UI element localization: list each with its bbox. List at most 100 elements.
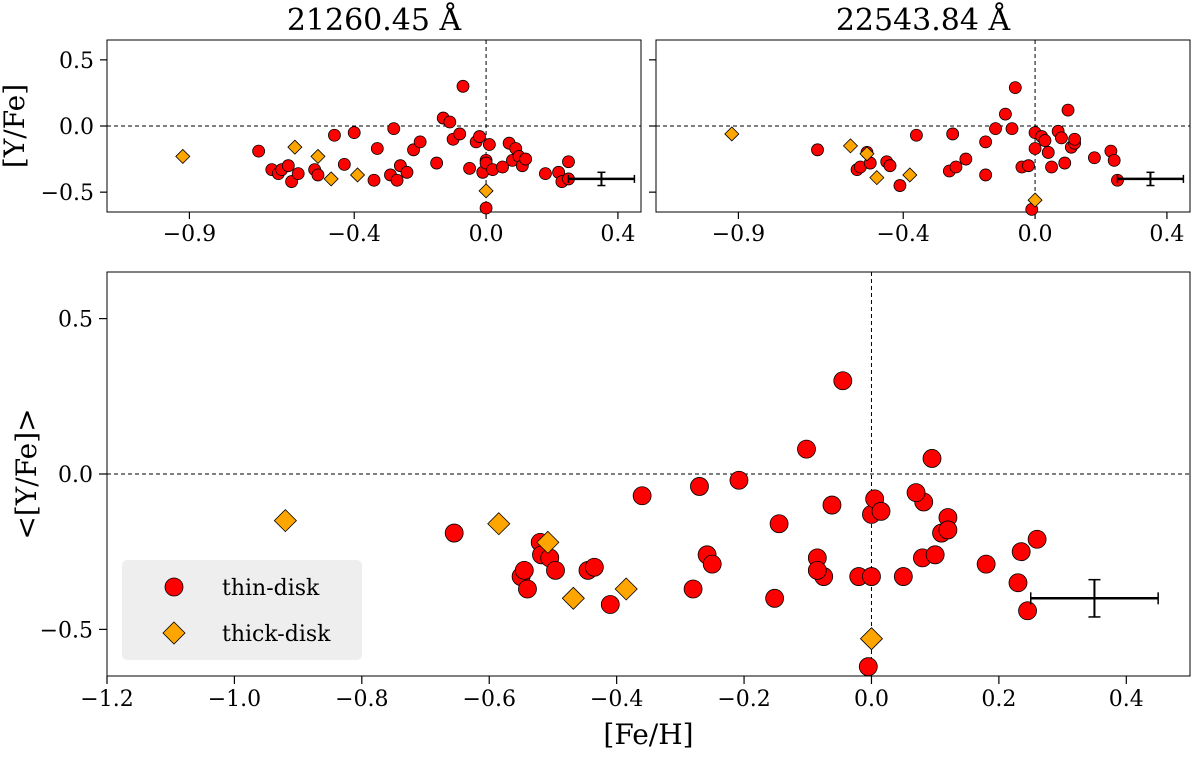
chart-top-left-thin-disk-point (479, 201, 493, 215)
chart-top-right-thin-disk-point (979, 135, 993, 149)
chart-top-right-thin-disk-point (946, 127, 960, 141)
chart-bottom-thin-disk-point (893, 567, 913, 586)
chart-bottom-ytick-label: 0.0 (58, 463, 93, 488)
chart-bottom-thin-disk-point (444, 523, 464, 543)
chart-bottom-thin-disk-point (702, 554, 722, 574)
chart-bottom-thin-disk-point (862, 567, 881, 586)
chart-top-left-thick-disk-point (323, 171, 339, 187)
chart-bottom-thin-disk-point (1011, 542, 1031, 562)
legend-marker-thin-disk (164, 577, 184, 597)
chart-top-left-ytick-label: 0.0 (59, 115, 94, 140)
legend-label-thin-disk: thin-disk (222, 576, 320, 601)
chart-top-left-xtick-label: −0.4 (328, 222, 381, 247)
chart-bottom-xlabel: [Fe/H] (603, 718, 693, 751)
chart-top-right-thick-disk-point (1027, 192, 1043, 208)
chart-bottom-xtick-label: 0.0 (854, 687, 889, 712)
chart-top-left-thin-disk-point (328, 128, 341, 142)
chart-top-right-thick-disk-point (724, 126, 740, 142)
chart-bottom-ytick-label: −0.5 (40, 618, 93, 643)
chart-top-left-thin-disk-point (453, 127, 467, 141)
chart-bottom-thin-disk-point (600, 595, 620, 614)
chart-top-right-thin-disk-point (1038, 134, 1052, 147)
chart-bottom-ylabel: <[Y/Fe]> (10, 408, 43, 539)
chart-top-left-thin-disk-point (482, 138, 496, 151)
chart-top-left-thin-disk-point (390, 173, 404, 187)
chart-bottom-thin-disk-point (925, 545, 945, 565)
chart-top-right-thin-disk-point (1088, 151, 1101, 165)
chart-top-left-ytick-label: −0.5 (41, 181, 94, 206)
chart-top-left-thin-disk-point (347, 126, 361, 140)
chart-bottom-thick-disk-point (273, 509, 297, 533)
chart-bottom-thin-disk-point (1027, 529, 1047, 549)
chart-top-left-xtick-label: 0.4 (600, 222, 635, 247)
chart-top-right-xtick-label: 0.4 (1149, 222, 1184, 247)
chart-bottom-thin-disk-point (938, 520, 958, 540)
chart-top-right-thin-disk-point (1028, 142, 1042, 155)
chart-top-left-thick-disk-point (175, 148, 191, 164)
chart-top-right-thin-disk-point (999, 107, 1012, 121)
chart-top-right-thin-disk-point (1107, 153, 1121, 167)
chart-bottom-thin-disk-point (1008, 573, 1028, 593)
chart-top-left-thin-disk-point (337, 157, 351, 171)
chart-bottom-xtick-label: −1.2 (80, 687, 133, 712)
panel-average: −1.2 −1.0 −0.8 −0.6 −0.4 −0.2 0.0 0.2 0.4 0.5 0.0 −… (10, 271, 1191, 751)
chart-top-left-thin-disk-point (562, 155, 575, 169)
chart-top-left-thick-disk-point (287, 139, 303, 155)
chart-top-right-thick-disk-point (842, 138, 859, 154)
legend-marker-thick-disk (162, 621, 186, 645)
chart-top-left-thin-disk-point (281, 159, 295, 173)
chart-top-left-thin-disk-point (496, 160, 509, 174)
chart-top-right-thick-disk-point (902, 167, 918, 183)
chart-bottom-ytick-label: 0.5 (58, 308, 93, 333)
chart-top-right-thin-disk-point (811, 143, 824, 157)
chart-bottom-thin-disk-point (871, 501, 891, 521)
chart-top-left-thin-disk-point (367, 173, 381, 187)
chart-top-right-thin-disk-point (979, 168, 993, 182)
chart-bottom-xtick-label: 0.4 (1109, 687, 1144, 712)
chart-top-left-thick-disk-point (349, 167, 366, 183)
chart-top-left-thin-disk-point (311, 168, 325, 182)
chart-top-left-thin-disk-point (430, 156, 444, 170)
chart-top-right-thin-disk-point (949, 160, 963, 174)
chart-top-right-thin-disk-point (1022, 159, 1035, 173)
chart-bottom-thin-disk-point (729, 470, 749, 490)
chart-top-left-thin-disk-point (370, 142, 384, 155)
chart-top-right-xtick-label: 0.0 (1018, 222, 1053, 247)
chart-bottom-thin-disk-point (922, 449, 942, 468)
chart-top-right-thin-disk-point (910, 128, 923, 142)
chart-top-left-thin-disk-point (252, 144, 266, 158)
chart-top-right-thick-disk-point (859, 146, 875, 162)
chart-top-left-thin-disk-point (387, 122, 401, 136)
chart-top-left-thin-disk-point (519, 152, 533, 166)
chart-top-right-thin-disk-point (1058, 156, 1072, 170)
chart-top-left-thin-disk-point (291, 167, 305, 181)
chart-bottom-thin-disk-point (765, 588, 785, 608)
chart-top-left-thin-disk-point (456, 79, 470, 93)
legend: thin-disk thick-disk (122, 560, 362, 660)
chart-bottom-thin-disk-point (906, 483, 926, 503)
chart-top-right-thin-disk-point (1068, 132, 1082, 146)
chart-bottom-xtick-label: −0.6 (463, 687, 516, 712)
chart-top-left-thin-disk-point (463, 161, 476, 175)
legend-label-thick-disk: thick-disk (222, 622, 331, 647)
chart-top-right-thin-disk-point (883, 159, 897, 173)
chart-bottom-xtick-label: −0.2 (717, 687, 770, 712)
chart-bottom-error-bar (1029, 578, 1159, 618)
chart-top-left-thin-disk-point (413, 135, 427, 149)
chart-top-left-thin-disk-point (400, 165, 414, 179)
chart-bottom-thin-disk-point (807, 560, 827, 580)
chart-top-left-thick-disk-point (310, 148, 326, 164)
chart-bottom-thin-disk-point (858, 657, 878, 677)
panel-22543: −0.9 −0.4 0.0 0.4 22543.84 Å (649, 2, 1191, 247)
chart-bottom-thin-disk-point (546, 560, 565, 580)
chart-bottom-thin-disk-point (518, 579, 537, 599)
chart-top-left-thick-disk-point (478, 183, 494, 199)
chart-top-right-error-bar (1116, 171, 1185, 187)
chart-top-left-error-bar (567, 171, 636, 187)
chart-bottom-xtick-label: −0.4 (590, 687, 643, 712)
chart-top-left-thin-disk-point (473, 130, 486, 143)
chart-bottom-thin-disk-point (976, 554, 996, 574)
chart-top-right-title: 22543.84 Å (836, 2, 1011, 38)
chart-top-left-xtick-label: −0.9 (163, 222, 216, 247)
chart-bottom-thin-disk-point (514, 560, 534, 580)
